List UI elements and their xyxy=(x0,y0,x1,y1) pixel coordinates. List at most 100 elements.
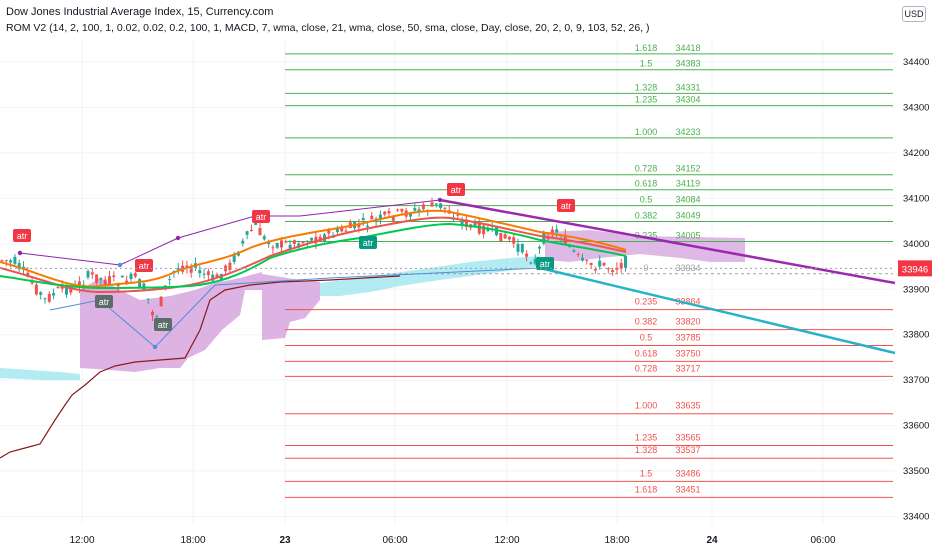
y-tick-label: 33500 xyxy=(903,466,929,477)
x-tick-label: 12:00 xyxy=(69,535,94,546)
candle-body xyxy=(4,260,8,262)
signal-badge-label: atr xyxy=(17,231,28,241)
candle-body xyxy=(550,229,554,234)
fib-ratio-label: 0 xyxy=(643,263,648,273)
candle-body xyxy=(529,262,533,264)
candle-body xyxy=(538,246,541,249)
fib-ratio-label: 1.618 xyxy=(635,43,658,53)
candle-body xyxy=(464,219,468,227)
candle-body xyxy=(361,218,365,221)
candle-body xyxy=(366,225,369,227)
signal-badge-sell: atr xyxy=(13,229,31,242)
x-tick-label: 06:00 xyxy=(382,535,407,546)
signal-badge-label: atr xyxy=(451,185,462,195)
fib-ratio-label: 0.5 xyxy=(640,195,653,205)
fib-price-label: 33934 xyxy=(675,263,700,273)
signal-badge-bg xyxy=(557,199,575,212)
candle-body xyxy=(185,265,189,269)
candle-body xyxy=(624,256,627,268)
y-tick-label: 34300 xyxy=(903,102,929,113)
candle-body xyxy=(434,203,438,205)
fib-price-label: 34049 xyxy=(675,211,700,221)
candle-body xyxy=(86,271,90,278)
candle-body xyxy=(22,266,25,269)
candle-body xyxy=(606,268,610,270)
candle-body xyxy=(417,209,421,212)
candle-body xyxy=(168,279,172,281)
candle-body xyxy=(47,293,51,302)
candle-body xyxy=(525,253,529,257)
signal-badge-label: atr xyxy=(158,320,169,330)
fib-price-label: 33717 xyxy=(675,363,700,373)
candle-body xyxy=(206,271,210,276)
y-tick-label: 33800 xyxy=(903,330,929,341)
candle-body xyxy=(271,247,275,249)
fib-ratio-label: 1.328 xyxy=(635,82,658,92)
y-tick-label: 33400 xyxy=(903,512,929,523)
candle-body xyxy=(520,244,524,253)
candle-body xyxy=(383,211,387,215)
candle-body xyxy=(198,270,202,274)
candle-body xyxy=(443,207,447,209)
candle-body xyxy=(129,273,133,279)
candle-body xyxy=(284,241,288,243)
swing-high-line xyxy=(19,199,441,266)
signal-badge-bg xyxy=(13,229,31,242)
candles xyxy=(0,197,627,321)
pivot-point xyxy=(437,197,443,203)
y-tick-label: 33700 xyxy=(903,375,929,386)
fib-ratio-label: 0.382 xyxy=(635,211,658,221)
candle-body xyxy=(202,273,206,275)
indicator-legend[interactable]: ROM V2 (14, 2, 100, 1, 0.02, 0.02, 0.2, … xyxy=(6,22,650,34)
candle-body xyxy=(396,209,400,211)
y-tick-label: 34000 xyxy=(903,239,929,250)
candle-body xyxy=(241,240,245,244)
fib-price-label: 33785 xyxy=(675,333,700,343)
fib-ratio-label: 1.618 xyxy=(635,484,658,494)
candle-body xyxy=(581,257,584,261)
candle-body xyxy=(533,259,537,264)
candle-body xyxy=(344,230,348,232)
candle-body xyxy=(495,227,498,236)
candle-body xyxy=(400,208,404,212)
signal-badge-buy: atr xyxy=(359,236,377,249)
candle-body xyxy=(151,311,154,316)
candle-body xyxy=(323,234,326,241)
fib-ratio-label: 0.382 xyxy=(635,317,658,327)
fib-price-label: 33537 xyxy=(675,445,700,455)
candle-body xyxy=(77,281,81,288)
fib-price-label: 34152 xyxy=(675,164,700,174)
candle-body xyxy=(232,254,236,262)
wma-red xyxy=(0,216,627,294)
candle-body xyxy=(275,243,279,248)
candle-body xyxy=(421,204,425,210)
candle-body xyxy=(215,274,219,279)
candle-body xyxy=(189,267,193,273)
fib-ratio-label: 0.728 xyxy=(635,164,658,174)
candle-body xyxy=(602,262,606,266)
fib-ratio-label: 1.000 xyxy=(635,127,658,137)
signal-badge-bg xyxy=(359,236,377,249)
candle-body xyxy=(13,256,17,264)
candle-body xyxy=(598,260,602,267)
candle-body xyxy=(108,276,111,285)
candle-body xyxy=(52,293,56,296)
candle-body xyxy=(357,224,361,228)
fib-ratio-label: 0.618 xyxy=(635,179,658,189)
candle-body xyxy=(34,284,38,295)
candle-body xyxy=(387,210,391,214)
candle-body xyxy=(159,296,163,307)
fib-price-label: 34304 xyxy=(675,95,700,105)
fib-price-label: 34005 xyxy=(675,231,700,241)
cloud-purple-mid xyxy=(262,274,320,340)
x-tick-label: 18:00 xyxy=(180,535,205,546)
candle-body xyxy=(460,219,464,225)
candle-body xyxy=(378,214,382,221)
fib-ratio-label: 1.328 xyxy=(635,445,658,455)
currency-button[interactable]: USD xyxy=(902,6,926,22)
signal-badge-sell: atr xyxy=(447,183,465,196)
candle-body xyxy=(0,260,4,262)
signal-badge-label: atr xyxy=(139,261,150,271)
candle-body xyxy=(611,270,615,272)
